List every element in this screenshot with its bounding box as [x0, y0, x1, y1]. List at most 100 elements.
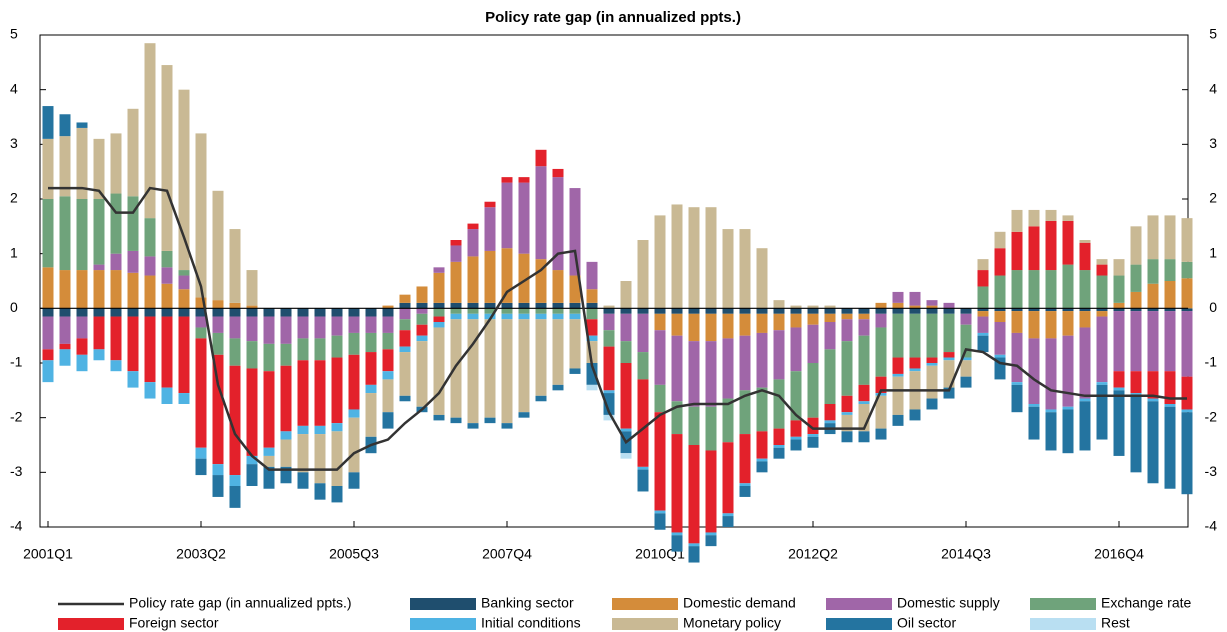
bar-segment [450, 313, 462, 320]
bar-segment [1096, 316, 1108, 383]
bar-segment [1181, 409, 1193, 413]
bar-segment [705, 406, 717, 451]
y2-tick-label: -2 [1205, 408, 1218, 424]
bar-segment [841, 395, 853, 413]
bar-segment [620, 281, 632, 309]
bar-segment [331, 486, 343, 503]
chart-title: Policy rate gap (in annualized ppts.) [485, 9, 741, 26]
bar-segment [297, 472, 309, 489]
bar-segment [450, 319, 462, 418]
bar-segment [654, 510, 666, 514]
bar-segment [807, 363, 819, 418]
x-tick-label: 2007Q4 [482, 546, 532, 562]
bar-segment [1045, 220, 1057, 271]
bar-segment [280, 308, 292, 317]
bar-segment [518, 302, 530, 309]
bar-segment [1079, 270, 1091, 309]
bar-segment [892, 302, 904, 309]
bar-segment [1130, 395, 1142, 473]
bar-segment [603, 393, 615, 415]
bar-segment [875, 376, 887, 394]
bar-segment [569, 275, 581, 303]
bar-segment [467, 256, 479, 303]
bar-segment [399, 302, 411, 309]
bar-segment [705, 207, 717, 309]
bar-segment [416, 335, 428, 342]
bar-segment [501, 313, 513, 320]
bar-segment [42, 199, 54, 268]
bar-segment [994, 357, 1006, 380]
bar-segment [127, 272, 139, 309]
bar-segment [960, 308, 972, 314]
bar-segment [1130, 371, 1142, 394]
bar-segment [1028, 209, 1040, 227]
bar-segment [195, 338, 207, 448]
bar-segment [773, 379, 785, 429]
bar-segment [1096, 259, 1108, 265]
bar-segment [127, 196, 139, 251]
bar-segment [433, 267, 445, 273]
bar-segment [569, 319, 581, 369]
bar-segment [178, 270, 190, 276]
bar-segment [909, 308, 921, 314]
bar-segment [858, 404, 870, 432]
bar-segment [620, 363, 632, 429]
bar-segment [144, 43, 156, 219]
bar-segment [960, 324, 972, 358]
bar-segment [756, 248, 768, 309]
bar-segment [246, 270, 258, 306]
bar-segment [977, 332, 989, 336]
bar-segment [1181, 376, 1193, 410]
bar-segment [280, 343, 292, 366]
bar-segment [212, 190, 224, 301]
bar-segment [1181, 261, 1193, 279]
bar-segment [586, 302, 598, 309]
bar-segment [756, 461, 768, 473]
bar-segment [637, 308, 649, 314]
bar-segment [654, 513, 666, 530]
bar-segment [722, 338, 734, 399]
bar-segment [739, 483, 751, 486]
bar-segment [382, 332, 394, 350]
bar-segment [229, 486, 241, 508]
bar-segment [603, 390, 615, 394]
bar-segment [671, 532, 683, 536]
bar-segment [93, 138, 105, 199]
bar-segment [722, 398, 734, 443]
bar-segment [705, 341, 717, 407]
bar-segment [858, 401, 870, 404]
bar-segment [1062, 409, 1074, 454]
legend-swatch [410, 598, 476, 610]
bar-segment [331, 316, 343, 336]
bar-segment [756, 458, 768, 462]
legend-label: Exchange rate [1101, 595, 1191, 611]
bar-segment [977, 259, 989, 271]
bar-segment [297, 338, 309, 361]
legend-swatch [612, 598, 678, 610]
bar-segment [93, 349, 105, 361]
bar-segment [841, 414, 853, 432]
bar-segment [824, 322, 836, 350]
bar-segment [1062, 264, 1074, 309]
bar-segment [994, 308, 1006, 312]
bar-segment [1045, 209, 1057, 221]
bar-segment [484, 319, 496, 418]
bar-segment [416, 302, 428, 309]
bar-segment [739, 434, 751, 484]
bar-segment [1147, 283, 1159, 309]
bar-segment [569, 308, 581, 314]
bar-segment [654, 412, 666, 511]
bar-segment [875, 302, 887, 309]
bar-segment [433, 414, 445, 421]
bar-segment [382, 316, 394, 333]
bar-segment [790, 420, 802, 437]
bar-segment [467, 308, 479, 314]
bar-segment [297, 425, 309, 435]
bar-segment [824, 404, 836, 421]
bar-segment [552, 319, 564, 385]
bar-segment [1147, 401, 1159, 484]
bar-segment [552, 168, 564, 178]
bar-segment [943, 360, 955, 388]
bar-segment [433, 322, 445, 328]
bar-segment [59, 270, 71, 309]
